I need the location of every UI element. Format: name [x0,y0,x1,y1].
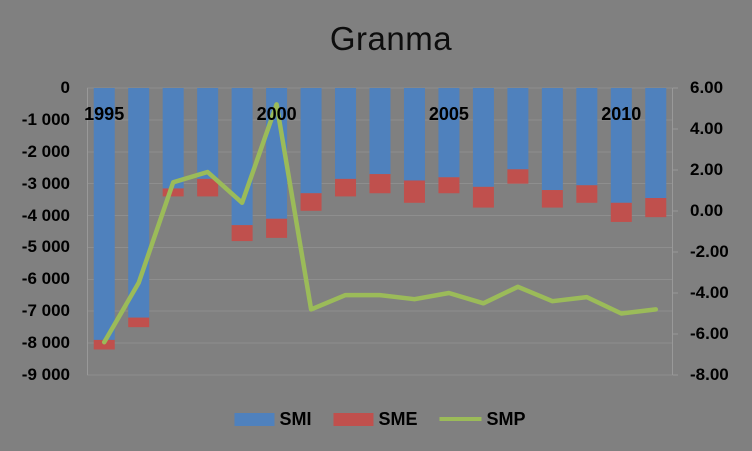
right-axis-tick: -6.00 [690,324,729,343]
smp-line [101,102,659,345]
sme-bar-1999 [231,225,253,242]
right-axis-tick: 6.00 [690,78,724,97]
smi-bar-2002 [335,88,357,179]
right-axis-tick: 2.00 [690,160,724,179]
plot-svg [87,87,678,376]
sme-bar-1997 [162,188,184,197]
sme-bar-2006 [472,186,494,208]
smi-bar-2008 [541,88,563,191]
right-axis-tick: 0.00 [690,201,724,220]
smi-bar-1996 [128,88,150,318]
sme-bar-2002 [335,178,357,197]
smi-bar-2009 [576,88,598,186]
sme-bar-2009 [576,185,598,203]
sme-bar-1995 [93,339,115,350]
x-axis-year-label: 2010 [601,104,642,124]
smi-bar-2001 [300,88,322,194]
left-axis-tick: -5 000 [21,237,70,257]
legend: SMI SME SMP [234,407,526,431]
left-axis-tick: -1 000 [21,109,70,129]
sme-bar-2011 [645,198,667,218]
smi-bar-1997 [162,88,184,189]
smi-bar-2010 [610,88,632,203]
legend-item-smp: SMP [439,407,526,431]
legend-item-sme: SME [333,407,418,431]
right-axis-tick: -2.00 [690,242,729,261]
legend-item-smi: SMI [234,407,311,431]
right-axis-tick: -4.00 [690,283,729,302]
smi-swatch-icon [234,412,275,426]
sme-bar-2003 [369,174,391,194]
left-axis-tick: -8 000 [21,333,70,353]
chart-title: Granma [329,20,453,57]
sme-bar-1998 [197,178,219,197]
x-axis-year-label: 2000 [256,104,297,124]
smi-bar-1995 [93,88,115,340]
right-axis-tick: -8.00 [690,365,729,384]
left-axis-tick: -9 000 [21,365,70,384]
left-axis-tick: 0 [60,78,70,97]
sme-bar-2004 [403,180,425,203]
smi-bar-2007 [507,88,529,170]
legend-label-smp: SMP [486,409,526,429]
smi-bar-1998 [197,88,219,179]
sme-bar-2007 [507,169,529,184]
smi-bar-2006 [472,88,494,187]
right-axis-tick: 4.00 [690,119,724,138]
smi-bar-2011 [645,88,667,199]
smi-bar-2005 [438,88,460,178]
x-axis-year-label: 2005 [428,104,469,124]
plot-area: 1995 2000 2005 2010 [84,87,678,376]
x-axis-year-label: 1995 [84,104,125,124]
left-axis-tick: -6 000 [21,269,70,289]
sme-bar-2001 [300,193,322,211]
smp-swatch-icon [439,417,482,421]
left-axis-tick: -3 000 [21,173,70,193]
left-axis-tick: -2 000 [21,141,70,161]
left-axis-tick: -4 000 [21,205,70,225]
legend-label-smi: SMI [279,409,312,429]
sme-bar-2000 [266,218,288,238]
sme-bar-2010 [610,202,632,222]
sme-swatch-icon [333,412,374,426]
legend-label-sme: SME [378,409,418,429]
sme-bar-1996 [128,317,150,328]
smi-bar-2003 [369,88,391,175]
sme-bar-2008 [541,190,563,208]
smi-bar-2004 [403,88,425,181]
left-axis-tick: -7 000 [21,301,70,321]
sme-bar-2005 [438,177,460,194]
